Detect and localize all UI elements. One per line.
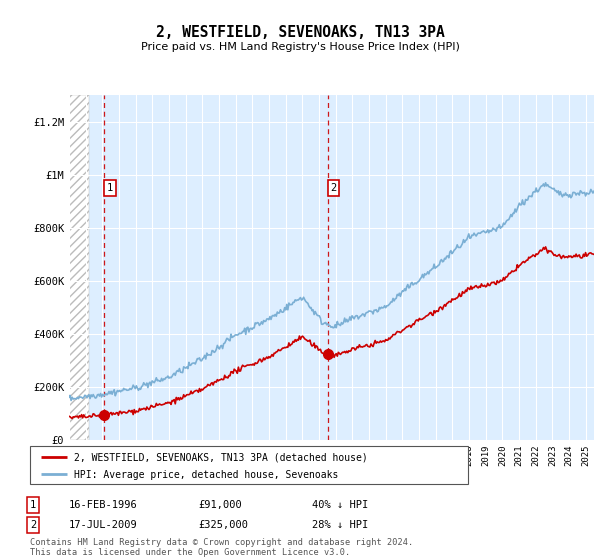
Text: 2: 2 [331, 183, 337, 193]
Text: £325,000: £325,000 [198, 520, 248, 530]
Text: 17-JUL-2009: 17-JUL-2009 [69, 520, 138, 530]
Text: 28% ↓ HPI: 28% ↓ HPI [312, 520, 368, 530]
Text: 2, WESTFIELD, SEVENOAKS, TN13 3PA (detached house): 2, WESTFIELD, SEVENOAKS, TN13 3PA (detac… [74, 452, 368, 463]
Text: 2, WESTFIELD, SEVENOAKS, TN13 3PA: 2, WESTFIELD, SEVENOAKS, TN13 3PA [155, 25, 445, 40]
Text: 40% ↓ HPI: 40% ↓ HPI [312, 500, 368, 510]
Text: 16-FEB-1996: 16-FEB-1996 [69, 500, 138, 510]
Text: 1: 1 [107, 183, 113, 193]
Text: Price paid vs. HM Land Registry's House Price Index (HPI): Price paid vs. HM Land Registry's House … [140, 42, 460, 52]
Text: 2: 2 [30, 520, 36, 530]
Text: 1: 1 [30, 500, 36, 510]
Text: £91,000: £91,000 [198, 500, 242, 510]
Text: Contains HM Land Registry data © Crown copyright and database right 2024.
This d: Contains HM Land Registry data © Crown c… [30, 538, 413, 557]
Text: HPI: Average price, detached house, Sevenoaks: HPI: Average price, detached house, Seve… [74, 470, 338, 480]
